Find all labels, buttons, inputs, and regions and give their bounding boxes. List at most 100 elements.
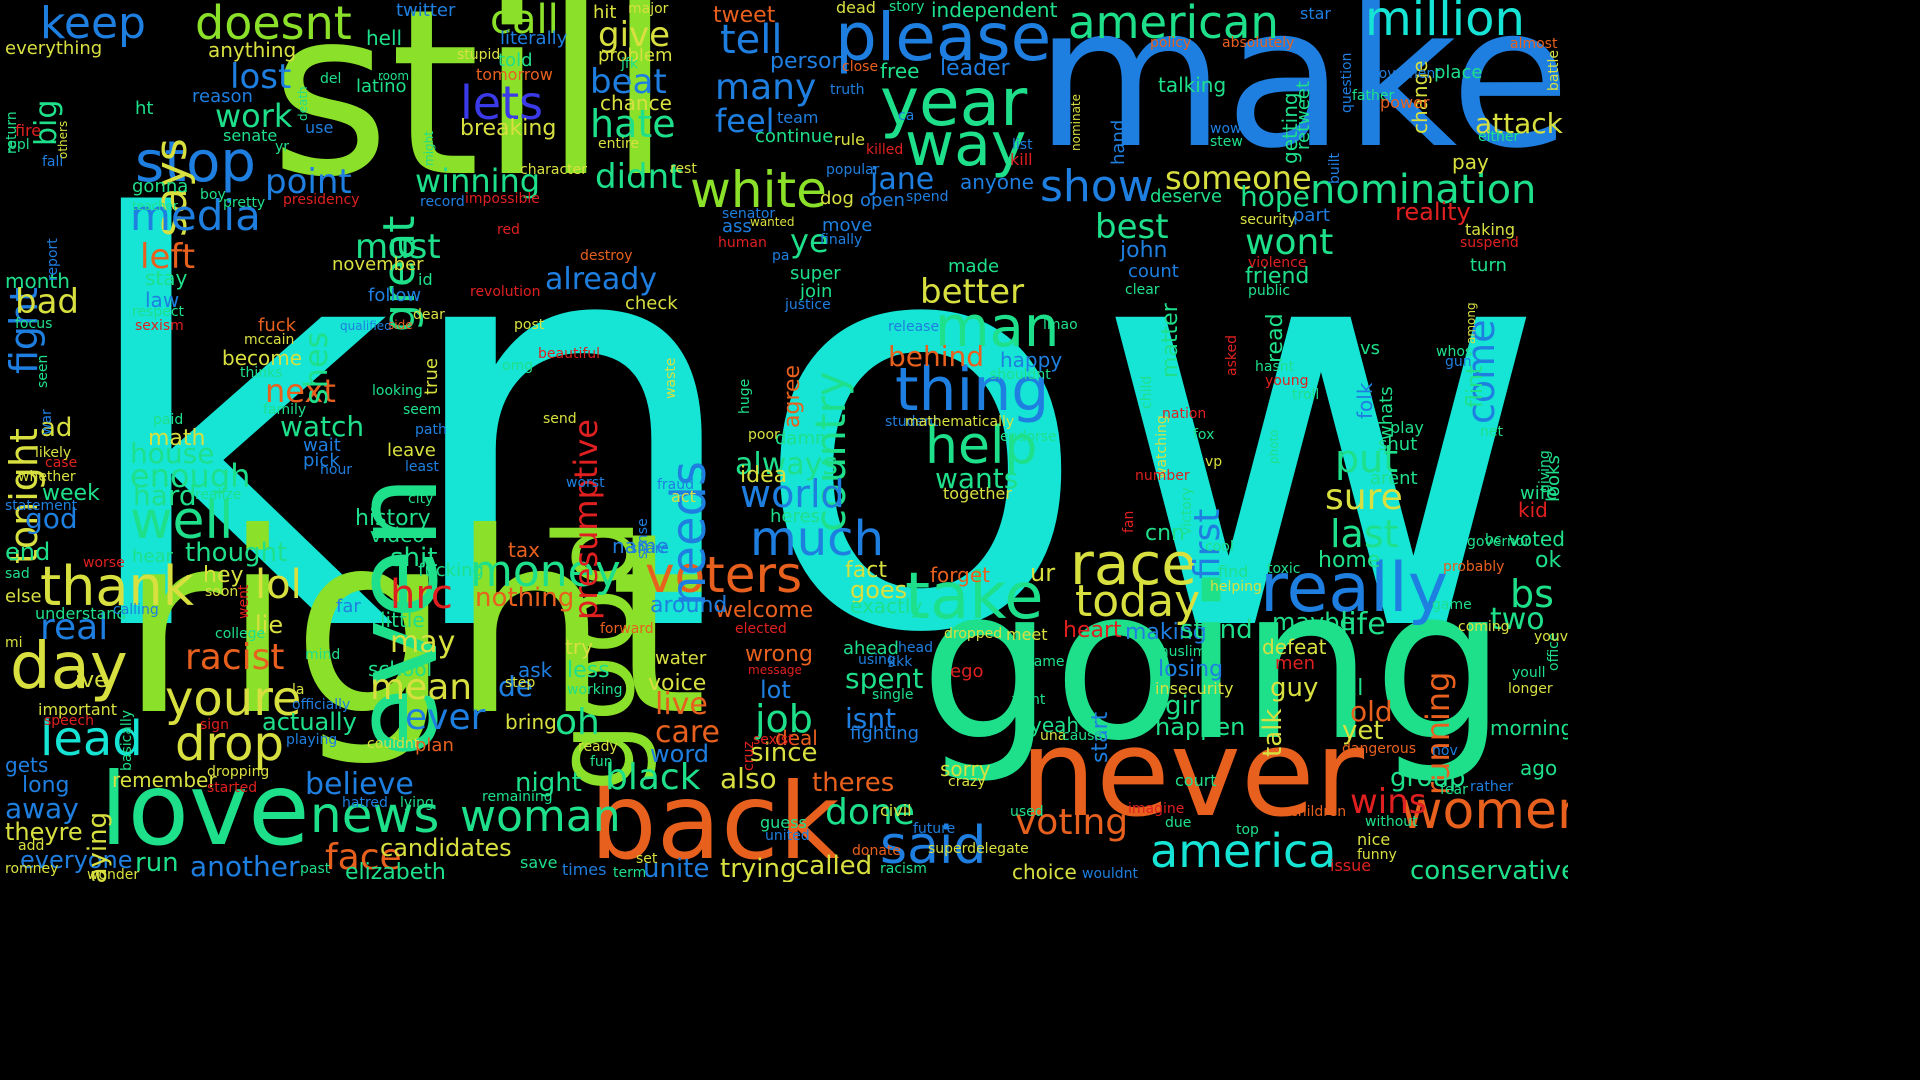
cloud-word-romney: romney bbox=[5, 861, 59, 877]
cloud-word-million: million bbox=[1365, 0, 1525, 47]
cloud-word-rule: rule bbox=[834, 130, 866, 149]
cloud-word-beat: beat bbox=[590, 62, 667, 102]
cloud-word-fox: fox bbox=[1193, 427, 1215, 443]
cloud-word-rather: rather bbox=[1470, 779, 1514, 795]
cloud-word-give: give bbox=[598, 15, 671, 55]
cloud-word-popular: popular bbox=[826, 162, 880, 178]
cloud-word-live: live bbox=[655, 687, 708, 722]
cloud-word-choice: choice bbox=[1012, 860, 1077, 882]
cloud-word-dangerous: dangerous bbox=[1342, 741, 1417, 757]
cloud-word-elizabeth: elizabeth bbox=[345, 860, 446, 883]
cloud-word-fun: fun bbox=[590, 754, 613, 770]
cloud-word-less: less bbox=[567, 658, 610, 683]
cloud-word-theyre: theyre bbox=[5, 818, 83, 846]
cloud-word-couldnt: couldnt bbox=[367, 736, 420, 752]
cloud-word-pay: pay bbox=[1452, 150, 1489, 174]
cloud-word-dropping: dropping bbox=[207, 764, 270, 780]
cloud-word-never: never bbox=[1020, 705, 1365, 844]
cloud-word-act: act bbox=[671, 487, 696, 506]
cloud-word-policy: policy bbox=[1150, 35, 1192, 51]
cloud-word-reality: reality bbox=[1395, 198, 1471, 226]
cloud-word-add: add bbox=[18, 838, 45, 854]
cloud-word-reason: reason bbox=[192, 86, 253, 107]
cloud-word-important: important bbox=[38, 700, 118, 719]
cloud-word-losing: losing bbox=[1158, 657, 1224, 682]
cloud-word-ppl: ppl bbox=[8, 137, 30, 153]
cloud-word-conservative: conservative bbox=[1410, 856, 1568, 882]
cloud-word-finally: finally bbox=[820, 232, 863, 248]
cloud-word-kill: kill bbox=[1010, 150, 1033, 169]
cloud-word-senate: senate bbox=[223, 126, 278, 145]
cloud-word-agree: agree bbox=[780, 365, 805, 429]
cloud-word-ahead: ahead bbox=[843, 638, 899, 659]
cloud-word-media: media bbox=[130, 191, 261, 240]
cloud-word-gonna: gonna bbox=[132, 176, 189, 197]
cloud-word-future: future bbox=[913, 821, 956, 837]
cloud-word-muslim: muslim bbox=[1155, 644, 1207, 660]
cloud-word-death: death bbox=[296, 86, 310, 122]
cloud-word-everyone: everyone bbox=[20, 846, 133, 874]
cloud-word-dog: dog bbox=[820, 188, 854, 209]
cloud-word-playing: playing bbox=[286, 732, 338, 748]
cloud-word-fall: fall bbox=[42, 154, 64, 170]
cloud-word-respect: respect bbox=[132, 304, 185, 320]
cloud-word-arent: arent bbox=[1370, 468, 1418, 489]
cloud-word-doesnt: doesnt bbox=[195, 0, 352, 50]
cloud-word-whether: whether bbox=[18, 469, 76, 485]
cloud-word-soon: soon bbox=[205, 584, 239, 600]
cloud-word-fire: fire bbox=[15, 121, 42, 140]
cloud-word-around: around bbox=[650, 593, 728, 618]
cloud-word-enough: enough bbox=[130, 457, 251, 495]
cloud-word-impossible: impossible bbox=[465, 191, 540, 207]
cloud-word-times: times bbox=[562, 860, 607, 879]
cloud-word-statement: statement bbox=[5, 498, 78, 514]
cloud-word-isnt: isnt bbox=[845, 702, 897, 735]
cloud-word-love: love bbox=[100, 751, 310, 868]
cloud-word-boy: boy bbox=[200, 187, 226, 203]
cloud-word-old: old bbox=[1350, 695, 1393, 728]
cloud-word-retweet: retweet bbox=[1293, 80, 1314, 150]
cloud-word-morning: morning bbox=[1490, 716, 1568, 740]
cloud-word-person: person bbox=[770, 49, 846, 74]
cloud-word-movement: movement bbox=[1365, 66, 1441, 82]
cloud-word-hasnt: hasnt bbox=[1255, 359, 1295, 375]
cloud-word-know: know bbox=[70, 104, 1550, 756]
cloud-word-children: children bbox=[1290, 804, 1347, 820]
cloud-word-heres: heres bbox=[770, 506, 820, 527]
cloud-word-hear: hear bbox=[132, 546, 173, 567]
cloud-word-jane: jane bbox=[870, 162, 935, 197]
cloud-word-name: name bbox=[612, 534, 669, 558]
cloud-word-funny: funny bbox=[1357, 847, 1397, 863]
cloud-word-still: still bbox=[270, 0, 672, 228]
cloud-word-least: least bbox=[405, 459, 439, 475]
cloud-word-court: court bbox=[1175, 771, 1217, 790]
cloud-word-ye: ye bbox=[790, 222, 829, 260]
cloud-word-way: way bbox=[905, 110, 1027, 180]
cloud-word-longer: longer bbox=[1508, 681, 1553, 697]
cloud-word-part: part bbox=[1293, 205, 1330, 226]
cloud-word-bad: bad bbox=[15, 282, 79, 322]
cloud-word-another: another bbox=[190, 850, 300, 882]
cloud-word-likely: likely bbox=[35, 445, 72, 461]
cloud-word-going: going bbox=[920, 542, 1507, 787]
cloud-word-shes: shes bbox=[297, 332, 335, 406]
cloud-word-presumptive: presumptive bbox=[567, 419, 605, 621]
cloud-word-count: count bbox=[1128, 261, 1179, 282]
cloud-word-remaining: remaining bbox=[482, 789, 553, 805]
cloud-word-shut: shut bbox=[1378, 434, 1418, 455]
cloud-word-de: de bbox=[498, 670, 533, 703]
cloud-word-stay: stay bbox=[145, 266, 188, 290]
cloud-word-lost: lost bbox=[230, 57, 292, 97]
cloud-word-helping: helping bbox=[1210, 579, 1262, 595]
cloud-word-open: open bbox=[860, 190, 905, 211]
cloud-word-focus: focus bbox=[15, 316, 53, 332]
cloud-word-end: end bbox=[5, 538, 51, 566]
cloud-word-thought: thought bbox=[185, 538, 288, 568]
cloud-word-worst: worst bbox=[566, 475, 605, 491]
cloud-word-problem: problem bbox=[598, 45, 673, 66]
cloud-word-job: job bbox=[755, 697, 813, 741]
cloud-word-wouldnt: wouldnt bbox=[1082, 866, 1139, 882]
cloud-word-much: much bbox=[750, 511, 884, 567]
cloud-word-pretty: pretty bbox=[223, 195, 266, 211]
cloud-word-fear: fear bbox=[1440, 782, 1468, 798]
